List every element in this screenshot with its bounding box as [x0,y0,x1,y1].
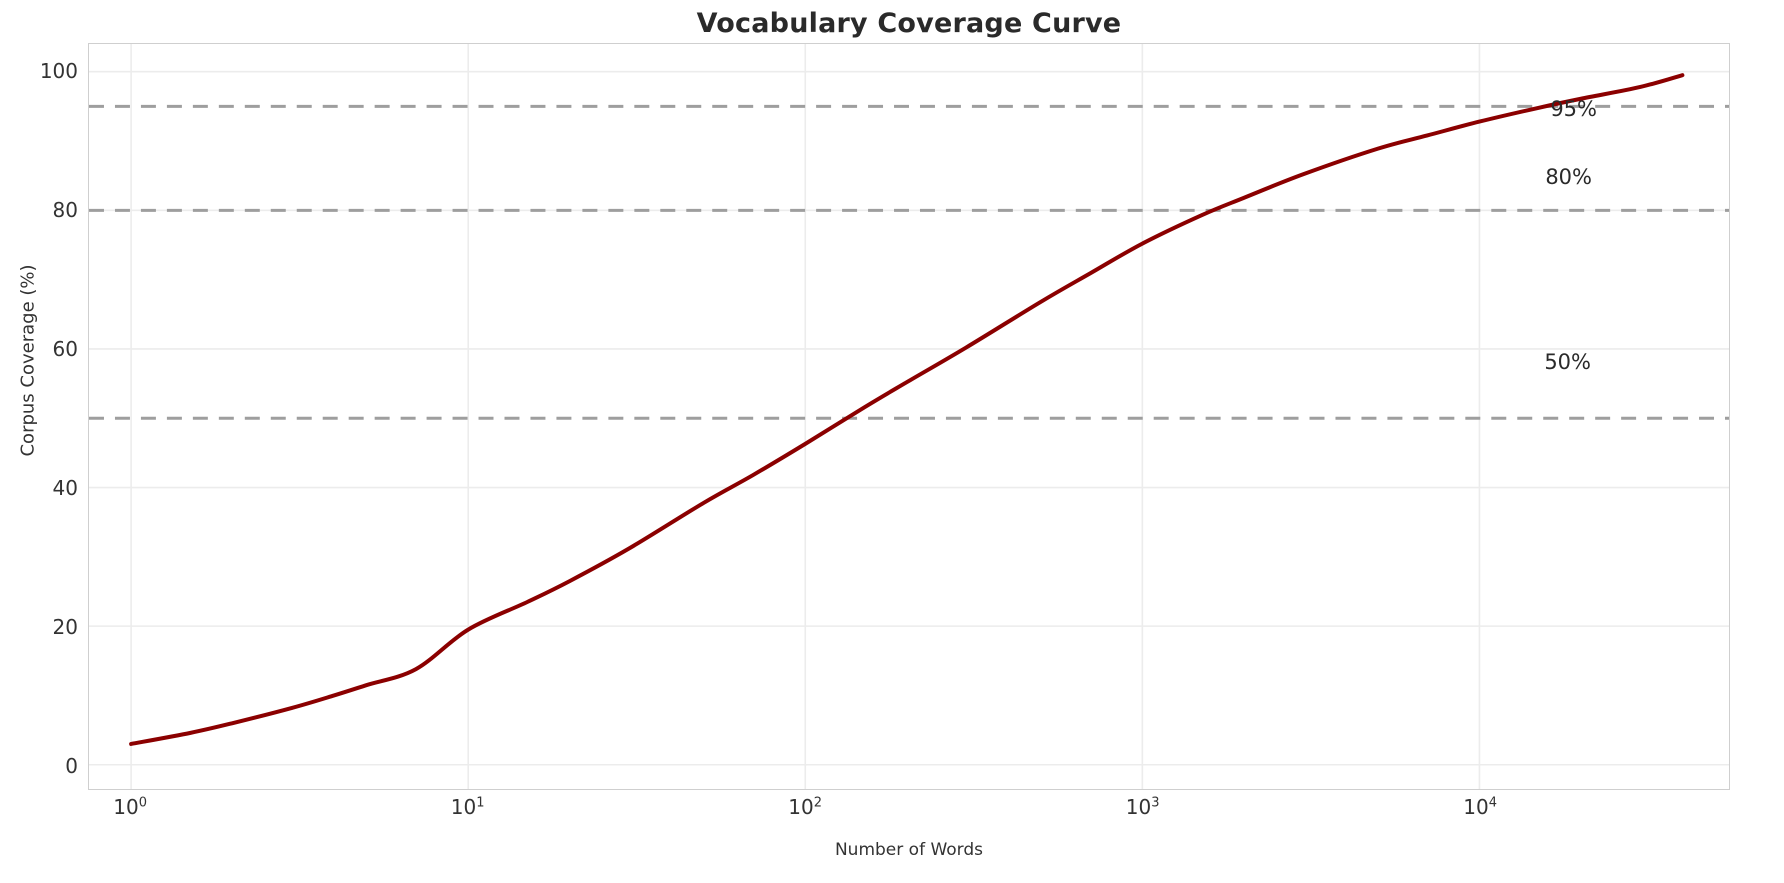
x-tick-label: 101 [450,795,485,819]
threshold-label: 50% [1544,350,1591,374]
y-tick-label: 40 [52,475,78,500]
plot-area [88,43,1730,790]
y-axis-label: Corpus Coverage (%) [17,264,39,457]
y-axis-tick-labels: 0 20 40 60 80 100 [0,43,78,790]
x-tick-label: 103 [1125,795,1160,819]
x-axis-tick-labels: 100 101 102 103 104 [88,795,1730,835]
y-tick-label: 60 [52,336,78,361]
y-tick-label: 80 [52,197,78,222]
x-tick-label: 104 [1463,795,1497,819]
coverage-curve [129,73,1685,746]
x-axis-label: Number of Words [834,840,984,860]
y-tick-label: 0 [65,753,78,778]
x-tick-label: 102 [788,795,823,819]
x-tick-label: 100 [113,795,148,819]
threshold-lines [89,104,1729,420]
threshold-label: 80% [1545,165,1592,189]
y-tick-label: 20 [52,614,78,639]
gridlines-vertical [130,44,1481,789]
chart-title: Vocabulary Coverage Curve [696,8,1122,39]
threshold-label: 95% [1550,97,1597,121]
plot-svg [89,44,1729,789]
y-tick-label: 100 [39,58,78,83]
